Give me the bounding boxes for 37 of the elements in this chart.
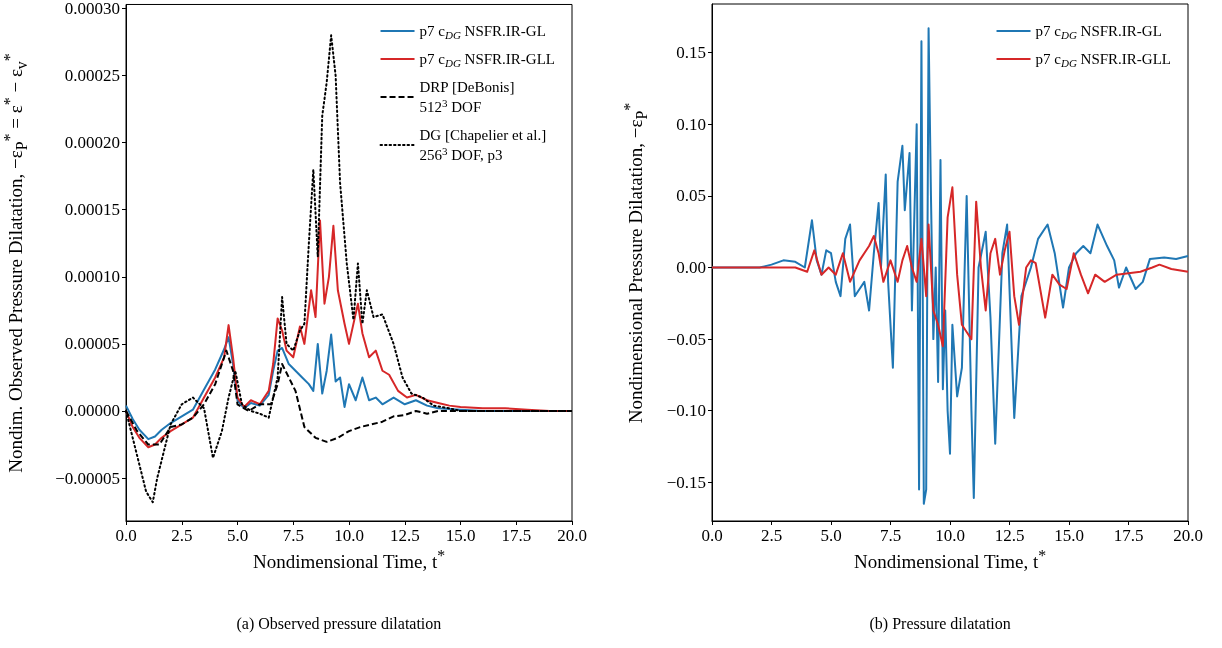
x-tick-label: 12.5: [389, 526, 420, 545]
x-tick-label: 17.5: [1113, 526, 1144, 545]
x-tick-label: 2.5: [171, 526, 193, 545]
x-axis-title: Nondimensional Time, t$^{*}$: [253, 547, 446, 574]
x-tick-label: 15.0: [1054, 526, 1084, 545]
y-tick-label: 0.05: [676, 186, 706, 206]
text: (a) Observed pressure dilatation: [236, 615, 442, 633]
x-tick-label: 5.0: [820, 526, 842, 545]
x-tick-label: 7.5: [282, 526, 304, 545]
y-tick-label: 0.10: [676, 114, 706, 134]
y-tick-label: 0.00020: [64, 133, 120, 153]
x-tick-label: 7.5: [879, 526, 902, 545]
y-tick-label: 0.00010: [64, 267, 120, 287]
y-tick-label: −0.10: [666, 401, 706, 421]
text: (b) Pressure dilatation: [869, 615, 1011, 633]
x-tick-label: 10.0: [334, 526, 364, 545]
y-tick-label: −0.05: [666, 329, 706, 349]
y-tick-label: −0.15: [666, 472, 706, 492]
y-tick-label: −0.00005: [55, 468, 120, 488]
y-tick-label: 0.15: [676, 43, 706, 63]
x-axis-title: Nondimensional Time, t$^{*}$: [854, 547, 1047, 574]
x-tick-label: 0.0: [115, 526, 137, 545]
x-tick-label: 0.0: [701, 526, 723, 545]
y-tick-label: 0.00025: [64, 66, 120, 86]
y-tick-label: 0.00: [676, 258, 706, 278]
x-tick-label: 12.5: [994, 526, 1025, 545]
y-tick-label: 0.00005: [64, 334, 120, 354]
x-tick-label: 10.0: [935, 526, 965, 545]
y-tick-label: 0.00000: [64, 401, 120, 421]
x-tick-label: 20.0: [1173, 526, 1203, 545]
x-tick-label: 20.0: [557, 526, 587, 545]
y-tick-label: 0.00030: [64, 0, 120, 18]
x-tick-label: 2.5: [760, 526, 783, 545]
x-tick-label: 15.0: [445, 526, 476, 545]
x-tick-label: 5.0: [226, 526, 249, 545]
x-tick-label: 17.5: [501, 526, 532, 545]
y-tick-label: 0.00015: [64, 200, 120, 220]
